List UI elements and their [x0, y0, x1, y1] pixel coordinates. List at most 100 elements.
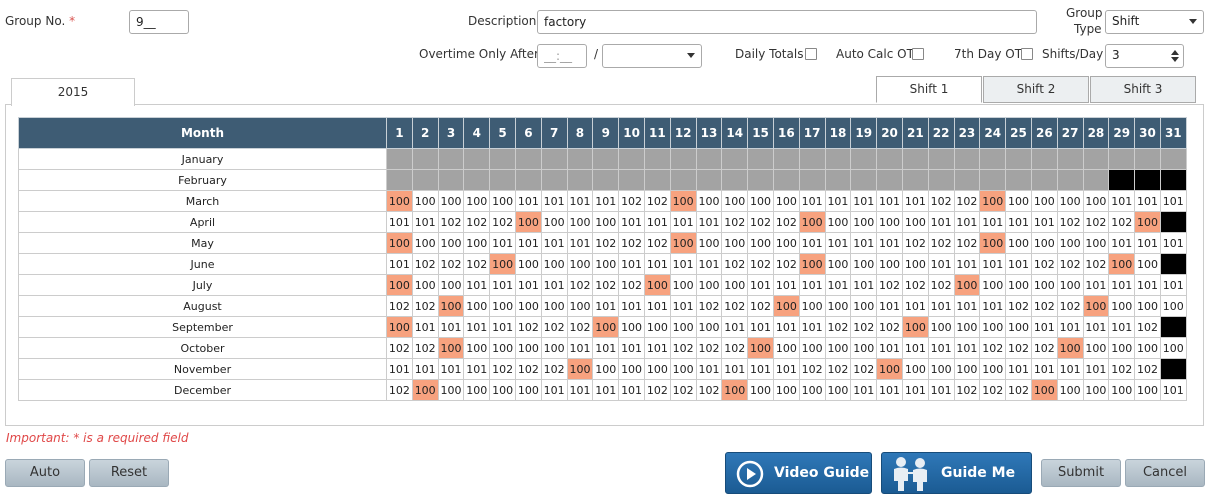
- day-cell[interactable]: 100: [463, 379, 491, 401]
- day-cell[interactable]: 101: [850, 190, 878, 212]
- day-cell[interactable]: 100: [437, 232, 465, 254]
- day-cell[interactable]: 101: [1005, 253, 1032, 275]
- day-cell[interactable]: 100: [1056, 232, 1084, 254]
- reset-button[interactable]: Reset: [89, 459, 169, 487]
- day-cell[interactable]: 101: [1108, 316, 1136, 338]
- day-cell[interactable]: 102: [540, 316, 568, 338]
- day-cell[interactable]: 101: [979, 295, 1007, 317]
- day-cell[interactable]: 101: [1082, 316, 1110, 338]
- day-cell[interactable]: 102: [953, 190, 981, 212]
- description-input[interactable]: [537, 10, 1037, 34]
- auto-calc-ot-checkbox[interactable]: [912, 48, 924, 60]
- day-cell[interactable]: 101: [695, 253, 723, 275]
- day-cell[interactable]: 100: [437, 379, 465, 401]
- day-cell[interactable]: 101: [876, 190, 903, 212]
- day-cell[interactable]: 100: [798, 295, 826, 317]
- day-cell[interactable]: 100: [669, 358, 697, 380]
- day-cell[interactable]: 101: [1159, 274, 1187, 296]
- day-cell[interactable]: 100: [540, 211, 568, 233]
- day-cell[interactable]: 102: [411, 337, 439, 359]
- day-cell[interactable]: 101: [463, 274, 491, 296]
- day-cell[interactable]: 102: [1005, 379, 1032, 401]
- day-cell[interactable]: 102: [721, 295, 749, 317]
- day-cell[interactable]: 101: [618, 211, 645, 233]
- day-cell[interactable]: 100: [566, 358, 594, 380]
- day-cell[interactable]: 100: [772, 379, 800, 401]
- day-cell[interactable]: 101: [747, 358, 774, 380]
- day-cell[interactable]: 100: [437, 274, 465, 296]
- day-cell[interactable]: 102: [592, 232, 620, 254]
- day-cell[interactable]: 102: [953, 232, 981, 254]
- day-cell[interactable]: 101: [979, 211, 1007, 233]
- day-cell[interactable]: 100: [540, 253, 568, 275]
- overtime-time-input[interactable]: [537, 44, 587, 68]
- day-cell[interactable]: 101: [540, 379, 568, 401]
- day-cell[interactable]: 101: [901, 190, 929, 212]
- day-cell[interactable]: 100: [514, 253, 542, 275]
- day-cell[interactable]: 100: [979, 316, 1007, 338]
- day-cell[interactable]: 101: [1030, 211, 1058, 233]
- day-cell[interactable]: 101: [721, 358, 749, 380]
- day-cell[interactable]: 100: [901, 253, 929, 275]
- day-cell[interactable]: 100: [1056, 274, 1084, 296]
- day-cell[interactable]: 102: [876, 274, 903, 296]
- day-cell[interactable]: 101: [824, 232, 852, 254]
- day-cell[interactable]: 102: [824, 316, 852, 338]
- shifts-per-day-stepper[interactable]: 3: [1105, 44, 1184, 68]
- day-cell[interactable]: 101: [747, 274, 774, 296]
- day-cell[interactable]: 100: [695, 190, 723, 212]
- day-cell[interactable]: 100: [1056, 337, 1084, 359]
- day-cell[interactable]: 102: [1030, 295, 1058, 317]
- day-cell[interactable]: 101: [927, 379, 955, 401]
- day-cell[interactable]: 100: [1108, 379, 1136, 401]
- day-cell[interactable]: 101: [927, 337, 955, 359]
- day-cell[interactable]: 100: [953, 274, 981, 296]
- day-cell[interactable]: 101: [1159, 232, 1187, 254]
- day-cell[interactable]: 101: [979, 253, 1007, 275]
- day-cell[interactable]: 101: [1030, 358, 1058, 380]
- day-cell[interactable]: 102: [618, 232, 645, 254]
- day-cell[interactable]: 101: [772, 274, 800, 296]
- day-cell[interactable]: 100: [824, 211, 852, 233]
- day-cell[interactable]: 100: [566, 295, 594, 317]
- day-cell[interactable]: 100: [1030, 379, 1058, 401]
- day-cell[interactable]: 100: [669, 316, 697, 338]
- day-cell[interactable]: 100: [463, 295, 491, 317]
- day-cell[interactable]: 102: [1030, 253, 1058, 275]
- day-cell[interactable]: 100: [514, 211, 542, 233]
- day-cell[interactable]: 100: [772, 337, 800, 359]
- day-cell[interactable]: 101: [1082, 358, 1110, 380]
- day-cell[interactable]: 101: [901, 379, 929, 401]
- day-cell[interactable]: 101: [824, 274, 852, 296]
- day-cell[interactable]: 101: [1005, 358, 1032, 380]
- day-cell[interactable]: 102: [1056, 211, 1084, 233]
- day-cell[interactable]: 101: [643, 337, 671, 359]
- day-cell[interactable]: 100: [824, 253, 852, 275]
- day-cell[interactable]: 100: [1005, 232, 1032, 254]
- day-cell[interactable]: 102: [618, 274, 645, 296]
- day-cell[interactable]: 100: [876, 211, 903, 233]
- day-cell[interactable]: 100: [798, 379, 826, 401]
- day-cell[interactable]: 100: [979, 358, 1007, 380]
- day-cell[interactable]: 101: [850, 232, 878, 254]
- day-cell[interactable]: 102: [721, 253, 749, 275]
- day-cell[interactable]: 100: [489, 337, 516, 359]
- day-cell[interactable]: 100: [437, 190, 465, 212]
- day-cell[interactable]: 102: [514, 358, 542, 380]
- day-cell[interactable]: 102: [901, 274, 929, 296]
- day-cell[interactable]: 101: [876, 295, 903, 317]
- day-cell[interactable]: 102: [979, 379, 1007, 401]
- day-cell[interactable]: 102: [566, 316, 594, 338]
- day-cell[interactable]: 100: [850, 211, 878, 233]
- day-cell[interactable]: 101: [514, 274, 542, 296]
- day-cell[interactable]: 101: [669, 295, 697, 317]
- day-cell[interactable]: 102: [1056, 295, 1084, 317]
- day-cell[interactable]: 101: [514, 190, 542, 212]
- day-cell[interactable]: 101: [1005, 211, 1032, 233]
- day-cell[interactable]: 102: [566, 274, 594, 296]
- day-cell[interactable]: 101: [592, 379, 620, 401]
- day-cell[interactable]: 102: [386, 379, 413, 401]
- day-cell[interactable]: 101: [411, 316, 439, 338]
- day-cell[interactable]: 100: [721, 232, 749, 254]
- day-cell[interactable]: 102: [1134, 316, 1161, 338]
